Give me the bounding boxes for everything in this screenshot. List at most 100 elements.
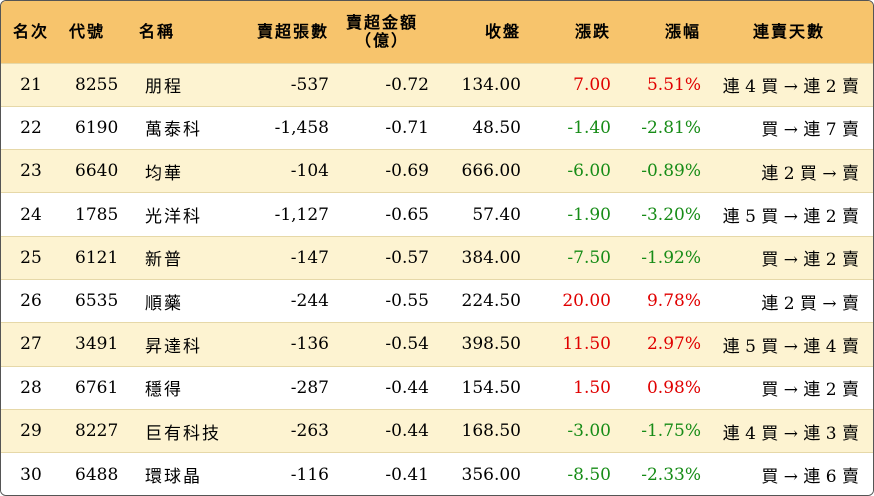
cell-sell-sheets: -537 [290,74,329,95]
header-close: 收盤 [484,21,521,41]
cell-consecutive-days: 連 5 買 → 連 2 賣 [722,207,859,228]
cell-rank: 23 [20,161,42,182]
cell-consecutive-days: 買 → 連 6 賣 [761,467,859,488]
cell-sell-amount: -0.69 [385,161,429,182]
cell-consecutive-days: 連 2 買 → 賣 [761,293,859,314]
header-change: 漲跌 [574,21,611,41]
cell-code: 6761 [75,377,119,398]
cell-change: 11.50 [562,334,611,355]
cell-change: -7.50 [567,247,611,268]
header-sell-amount: 賣超金額 （億） [335,1,435,63]
cell-code: 6190 [75,117,119,138]
cell-rank: 22 [20,117,42,138]
cell-close: 154.50 [461,377,521,398]
cell-code: 3491 [75,334,119,355]
cell-close: 398.50 [461,334,521,355]
cell-code: 1785 [75,204,119,225]
cell-change-pct: -2.81% [641,117,701,138]
cell-consecutive-days: 連 4 買 → 連 2 賣 [722,77,859,98]
header-rank: 名次 [12,21,49,41]
cell-sell-amount: -0.54 [385,334,429,355]
table-row: 22 6190 萬泰科 -1,458 -0.71 48.50 -1.40 -2.81% 買 → … [1,106,873,150]
cell-close: 134.00 [461,74,521,95]
cell-code: 8227 [75,421,119,442]
table-row: 29 8227 巨有科技 -263 -0.44 168.50 -3.00 -1.75% 連 4 … [1,409,873,453]
cell-close: 48.50 [472,117,521,138]
cell-close: 384.00 [461,247,521,268]
cell-sell-sheets: -147 [290,247,329,268]
cell-name: 昇達科 [145,336,202,357]
header-row: 名次 代號 名稱 賣超張數 賣超金額 （億） 收盤 漲跌 漲幅 連賣天數 [1,1,873,63]
cell-sell-amount: -0.44 [385,377,429,398]
cell-consecutive-days: 買 → 連 2 賣 [761,250,859,271]
cell-rank: 24 [20,204,42,225]
cell-sell-amount: -0.55 [385,291,429,312]
cell-sell-sheets: -136 [290,334,329,355]
cell-change: -6.00 [567,161,611,182]
cell-code: 6121 [75,247,119,268]
cell-close: 168.50 [461,421,521,442]
cell-change: -1.40 [567,117,611,138]
cell-close: 356.00 [461,464,521,485]
cell-rank: 28 [20,377,42,398]
header-name: 名稱 [139,21,176,41]
cell-sell-sheets: -1,458 [274,117,329,138]
cell-change-pct: 0.98% [646,377,701,398]
cell-change: -3.00 [567,421,611,442]
cell-name: 穩得 [145,380,183,401]
cell-change-pct: 5.51% [646,74,701,95]
cell-change: 1.50 [573,377,611,398]
cell-close: 224.50 [461,291,521,312]
cell-code: 6488 [75,464,119,485]
cell-change-pct: 2.97% [646,334,701,355]
cell-rank: 21 [20,74,42,95]
cell-change-pct: -1.75% [641,421,701,442]
table-row: 28 6761 穩得 -287 -0.44 154.50 1.50 0.98% 買 → 連 2 … [1,366,873,410]
cell-sell-sheets: -287 [290,377,329,398]
cell-consecutive-days: 買 → 連 2 賣 [761,380,859,401]
cell-sell-sheets: -244 [290,291,329,312]
cell-change-pct: 9.78% [646,291,701,312]
header-consecutive-days: 連賣天數 [752,21,825,41]
cell-code: 6640 [75,161,119,182]
cell-change-pct: -2.33% [641,464,701,485]
table-body: 21 8255 朋程 -537 -0.72 134.00 7.00 5.51% 連 4 買 → … [1,63,873,495]
header-change-pct: 漲幅 [664,21,701,41]
cell-change-pct: -3.20% [641,204,701,225]
cell-name: 光洋科 [145,207,202,228]
cell-sell-sheets: -263 [290,421,329,442]
cell-sell-amount: -0.57 [385,247,429,268]
table-row: 27 3491 昇達科 -136 -0.54 398.50 11.50 2.97% 連 5 買 … [1,322,873,367]
cell-name: 萬泰科 [145,120,202,141]
cell-sell-amount: -0.44 [385,421,429,442]
table-row: 23 6640 均華 -104 -0.69 666.00 -6.00 -0.89% 連 2 買 … [1,149,873,193]
header-code: 代號 [69,21,106,41]
cell-sell-sheets: -104 [290,161,329,182]
cell-name: 巨有科技 [145,423,221,444]
table-row: 21 8255 朋程 -537 -0.72 134.00 7.00 5.51% 連 4 買 → … [1,63,873,107]
table-row: 25 6121 新普 -147 -0.57 384.00 -7.50 -1.92% 買 → 連 … [1,236,873,280]
cell-change: -1.90 [567,204,611,225]
header-sell-sheets: 賣超張數 [256,21,329,41]
cell-change-pct: -0.89% [641,161,701,182]
cell-name: 均華 [145,163,183,184]
cell-change-pct: -1.92% [641,247,701,268]
cell-name: 環球晶 [145,467,202,488]
cell-close: 57.40 [472,204,521,225]
cell-sell-amount: -0.71 [385,117,429,138]
cell-consecutive-days: 連 2 買 → 賣 [761,163,859,184]
cell-rank: 26 [20,291,42,312]
cell-rank: 27 [20,334,42,355]
header-sell-amount-title: 賣超金額 [345,12,418,32]
table-row: 30 6488 環球晶 -116 -0.41 356.00 -8.50 -2.33% 買 → 連… [1,452,873,495]
cell-consecutive-days: 連 5 買 → 連 4 賣 [722,336,859,357]
table-header: 名次 代號 名稱 賣超張數 賣超金額 （億） 收盤 漲跌 漲幅 連賣天數 [1,1,873,63]
cell-change: 7.00 [573,74,611,95]
cell-code: 8255 [75,74,119,95]
cell-rank: 25 [20,247,42,268]
cell-consecutive-days: 連 4 買 → 連 3 賣 [722,423,859,444]
cell-code: 6535 [75,291,119,312]
cell-sell-amount: -0.72 [385,74,429,95]
